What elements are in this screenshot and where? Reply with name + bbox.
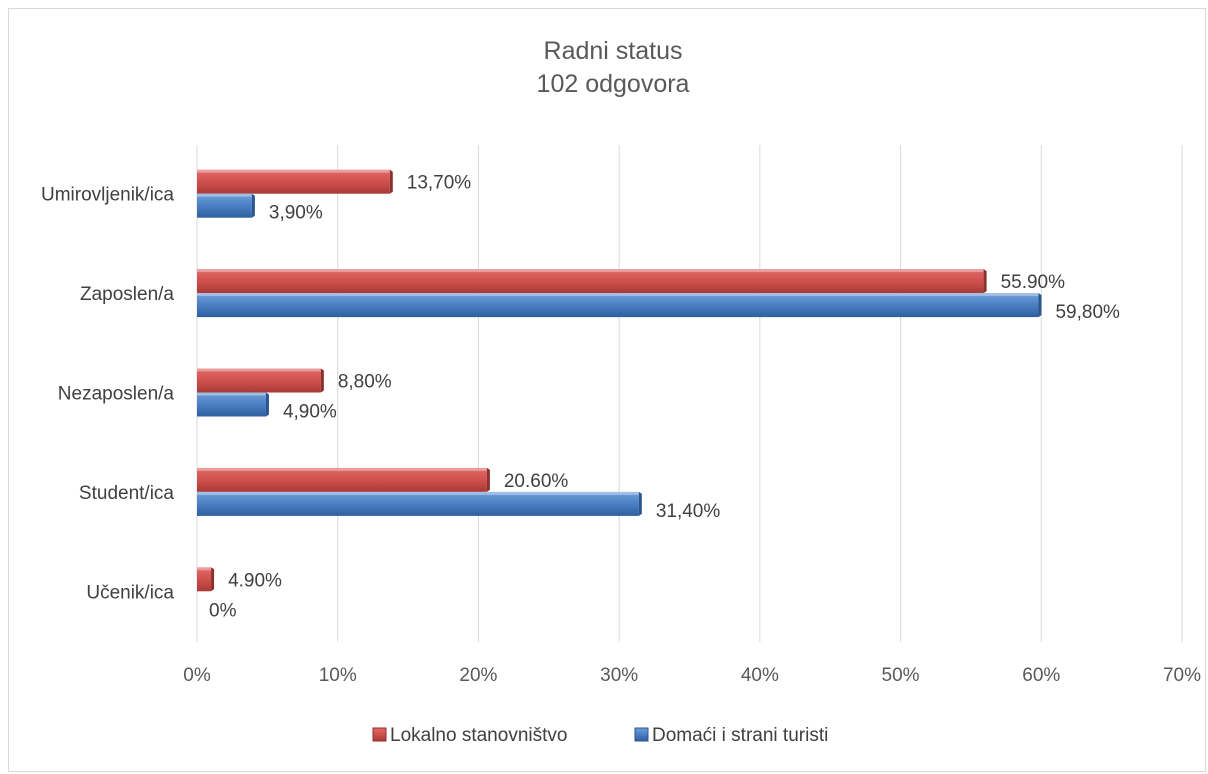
- bar-end: [265, 392, 269, 417]
- x-tick-label: 30%: [600, 665, 638, 686]
- bar-end: [983, 269, 987, 294]
- data-label: 3,90%: [269, 203, 323, 224]
- bar-lokalno: [197, 169, 390, 194]
- legend-label: Lokalno stanovništvo: [390, 725, 567, 746]
- bar-end: [211, 567, 215, 592]
- bar-end: [320, 368, 324, 393]
- bar-lokalno: [197, 269, 984, 294]
- bar-turisti: [197, 193, 252, 218]
- bar-lokalno: [197, 467, 487, 492]
- category-label: Umirovljenik/ica: [41, 185, 174, 206]
- bar-highlight: [197, 467, 487, 471]
- x-tick-label: 50%: [882, 665, 920, 686]
- bar-lokalno: [197, 567, 212, 592]
- data-label: 4.90%: [228, 570, 282, 591]
- x-tick-label: 0%: [183, 665, 211, 686]
- chart-subtitle: 102 odgovora: [537, 70, 690, 98]
- labels: 0% 10% 20% 30% 40% 50% 60% 70% Umirovljenik/ica 1…: [41, 173, 1201, 686]
- data-label: 4,90%: [283, 402, 337, 423]
- bar-end: [389, 169, 393, 194]
- x-tick-label: 60%: [1022, 665, 1060, 686]
- bar-lokalno: [197, 368, 321, 393]
- bar-highlight: [197, 169, 390, 173]
- legend-swatch: [372, 727, 387, 742]
- bar-highlight: [197, 392, 266, 396]
- x-tick-label: 70%: [1163, 665, 1201, 686]
- bar-end: [1038, 293, 1042, 318]
- bar-end: [486, 467, 490, 492]
- bar-highlight: [197, 491, 639, 495]
- category-label: Zaposlen/a: [80, 284, 174, 305]
- chart-title: Radni status: [544, 37, 683, 65]
- bar-end: [251, 193, 255, 218]
- bar-turisti: [197, 293, 1039, 318]
- bar-highlight: [197, 193, 252, 197]
- data-label: 55.90%: [1001, 272, 1066, 293]
- data-label: 13,70%: [407, 173, 472, 194]
- bars: [197, 169, 1042, 592]
- grid-lines: [196, 145, 1183, 642]
- category-label: Student/ica: [79, 483, 174, 504]
- data-label: 20.60%: [504, 471, 569, 492]
- data-label: 31,40%: [656, 501, 721, 522]
- legend-swatch: [634, 727, 649, 742]
- data-label: 8,80%: [338, 372, 392, 393]
- legend-label: Domaći i strani turisti: [652, 725, 828, 746]
- x-tick-label: 10%: [319, 665, 357, 686]
- legend: Lokalno stanovništvo Domaći i strani turi…: [372, 725, 828, 746]
- bar-turisti: [197, 491, 639, 516]
- bar-highlight: [197, 269, 984, 273]
- x-tick-label: 40%: [741, 665, 779, 686]
- x-tick-label: 20%: [459, 665, 497, 686]
- bar-highlight: [197, 368, 321, 372]
- data-label: 59,80%: [1055, 302, 1120, 323]
- bar-highlight: [197, 567, 212, 571]
- bar-end: [638, 491, 642, 516]
- bar-turisti: [197, 392, 266, 417]
- bar-highlight: [197, 293, 1039, 297]
- category-label: Učenik/ica: [86, 582, 174, 603]
- category-label: Nezaposlen/a: [58, 384, 175, 405]
- data-label: 0%: [209, 600, 237, 621]
